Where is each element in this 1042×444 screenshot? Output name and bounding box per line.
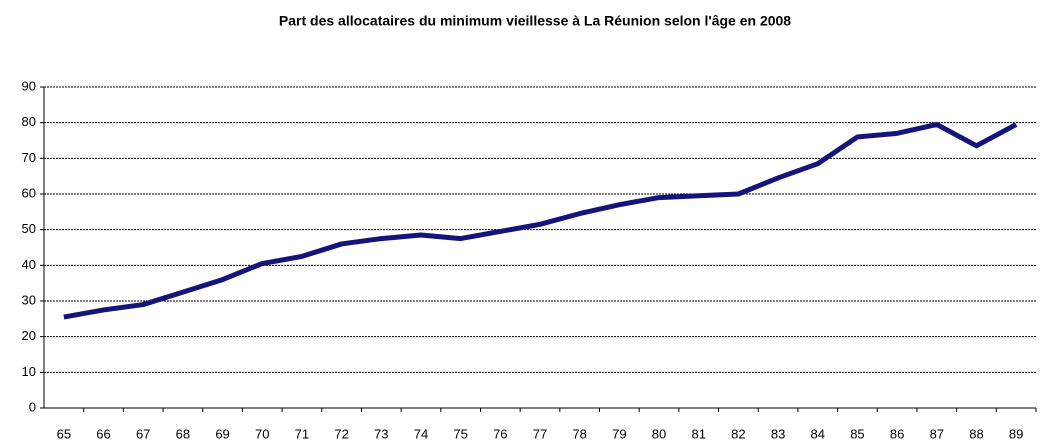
x-tick-label: 73 — [374, 426, 388, 441]
x-tick-label: 71 — [295, 426, 309, 441]
y-tick-label: 60 — [22, 185, 36, 200]
x-tick-label: 70 — [255, 426, 269, 441]
x-tick-label: 80 — [652, 426, 666, 441]
x-tick-label: 66 — [96, 426, 110, 441]
y-tick-label: 0 — [29, 399, 36, 414]
y-tick-label: 70 — [22, 150, 36, 165]
x-tick-label: 76 — [493, 426, 507, 441]
y-tick-label: 50 — [22, 221, 36, 236]
x-tick-label: 89 — [1009, 426, 1023, 441]
x-tick-label: 67 — [136, 426, 150, 441]
x-tick-label: 77 — [533, 426, 547, 441]
y-tick-label: 30 — [22, 292, 36, 307]
y-tick-label: 20 — [22, 328, 36, 343]
x-tick-label: 72 — [334, 426, 348, 441]
x-tick-label: 78 — [572, 426, 586, 441]
x-tick-label: 75 — [453, 426, 467, 441]
x-tick-label: 88 — [969, 426, 983, 441]
x-tick-label: 69 — [215, 426, 229, 441]
chart-title: Part des allocataires du minimum vieille… — [279, 13, 791, 29]
x-tick-label: 86 — [890, 426, 904, 441]
x-tick-label: 85 — [850, 426, 864, 441]
x-tick-label: 81 — [691, 426, 705, 441]
y-tick-label: 10 — [22, 364, 36, 379]
x-tick-label: 87 — [930, 426, 944, 441]
x-tick-label: 83 — [771, 426, 785, 441]
x-tick-label: 79 — [612, 426, 626, 441]
y-tick-label: 40 — [22, 257, 36, 272]
y-tick-label: 90 — [22, 78, 36, 93]
y-tick-label: 80 — [22, 114, 36, 129]
x-tick-label: 74 — [414, 426, 428, 441]
data-line — [63, 121, 1018, 320]
x-tick-label: 65 — [57, 426, 71, 441]
x-tick-label: 82 — [731, 426, 745, 441]
x-tick-label: 84 — [811, 426, 825, 441]
x-tick-label: 68 — [176, 426, 190, 441]
